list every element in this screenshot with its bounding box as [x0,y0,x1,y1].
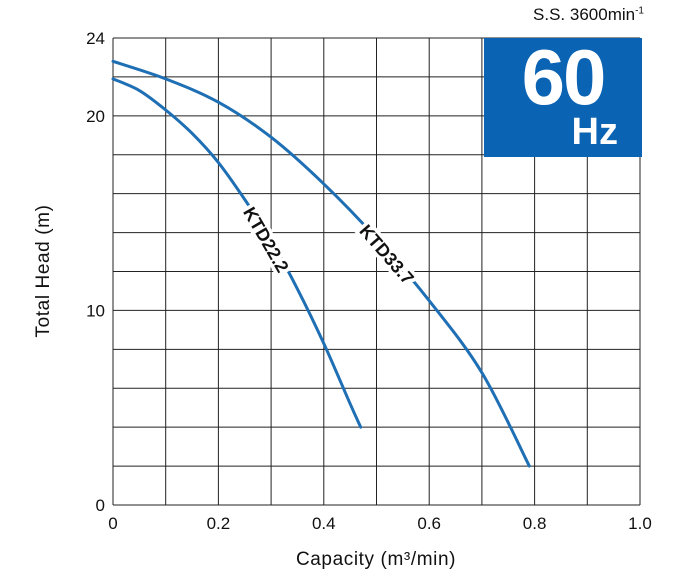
curve-ktd22-2 [111,77,363,429]
y-tick-label: 24 [86,29,105,48]
curve-label-ktd22-2: KTD22.2 [236,200,296,279]
performance-curves [111,59,531,468]
y-axis-ticks: 0 10 20 24 [86,29,105,515]
frequency-unit: Hz [571,111,618,153]
x-tick-label: 0.6 [417,514,441,533]
y-tick-label: 10 [86,301,105,320]
curve-label-text: KTD22.2 [239,204,292,276]
curve-labels: KTD22.2 KTD33.7 [236,200,422,292]
curve-ktd33-7 [111,59,531,468]
curve-label-ktd33-7: KTD33.7 [352,217,421,291]
x-tick-label: 0.4 [312,514,336,533]
x-tick-label: 0.8 [523,514,547,533]
x-axis-ticks: 0 0.2 0.4 0.6 0.8 1.0 [108,514,652,533]
x-tick-label: 1.0 [628,514,652,533]
y-tick-label: 0 [96,496,105,515]
x-tick-label: 0 [108,514,117,533]
x-axis-label: Capacity (m³/min) [296,549,456,570]
curve-label-text: KTD33.7 [355,221,417,288]
frequency-number: 60 [521,33,607,121]
speed-label: S.S. 3600min-1 [533,5,644,24]
frequency-badge: 60 Hz [484,34,642,157]
x-tick-label: 0.2 [207,514,231,533]
y-axis-label: Total Head (m) [33,205,54,338]
y-tick-label: 20 [86,107,105,126]
